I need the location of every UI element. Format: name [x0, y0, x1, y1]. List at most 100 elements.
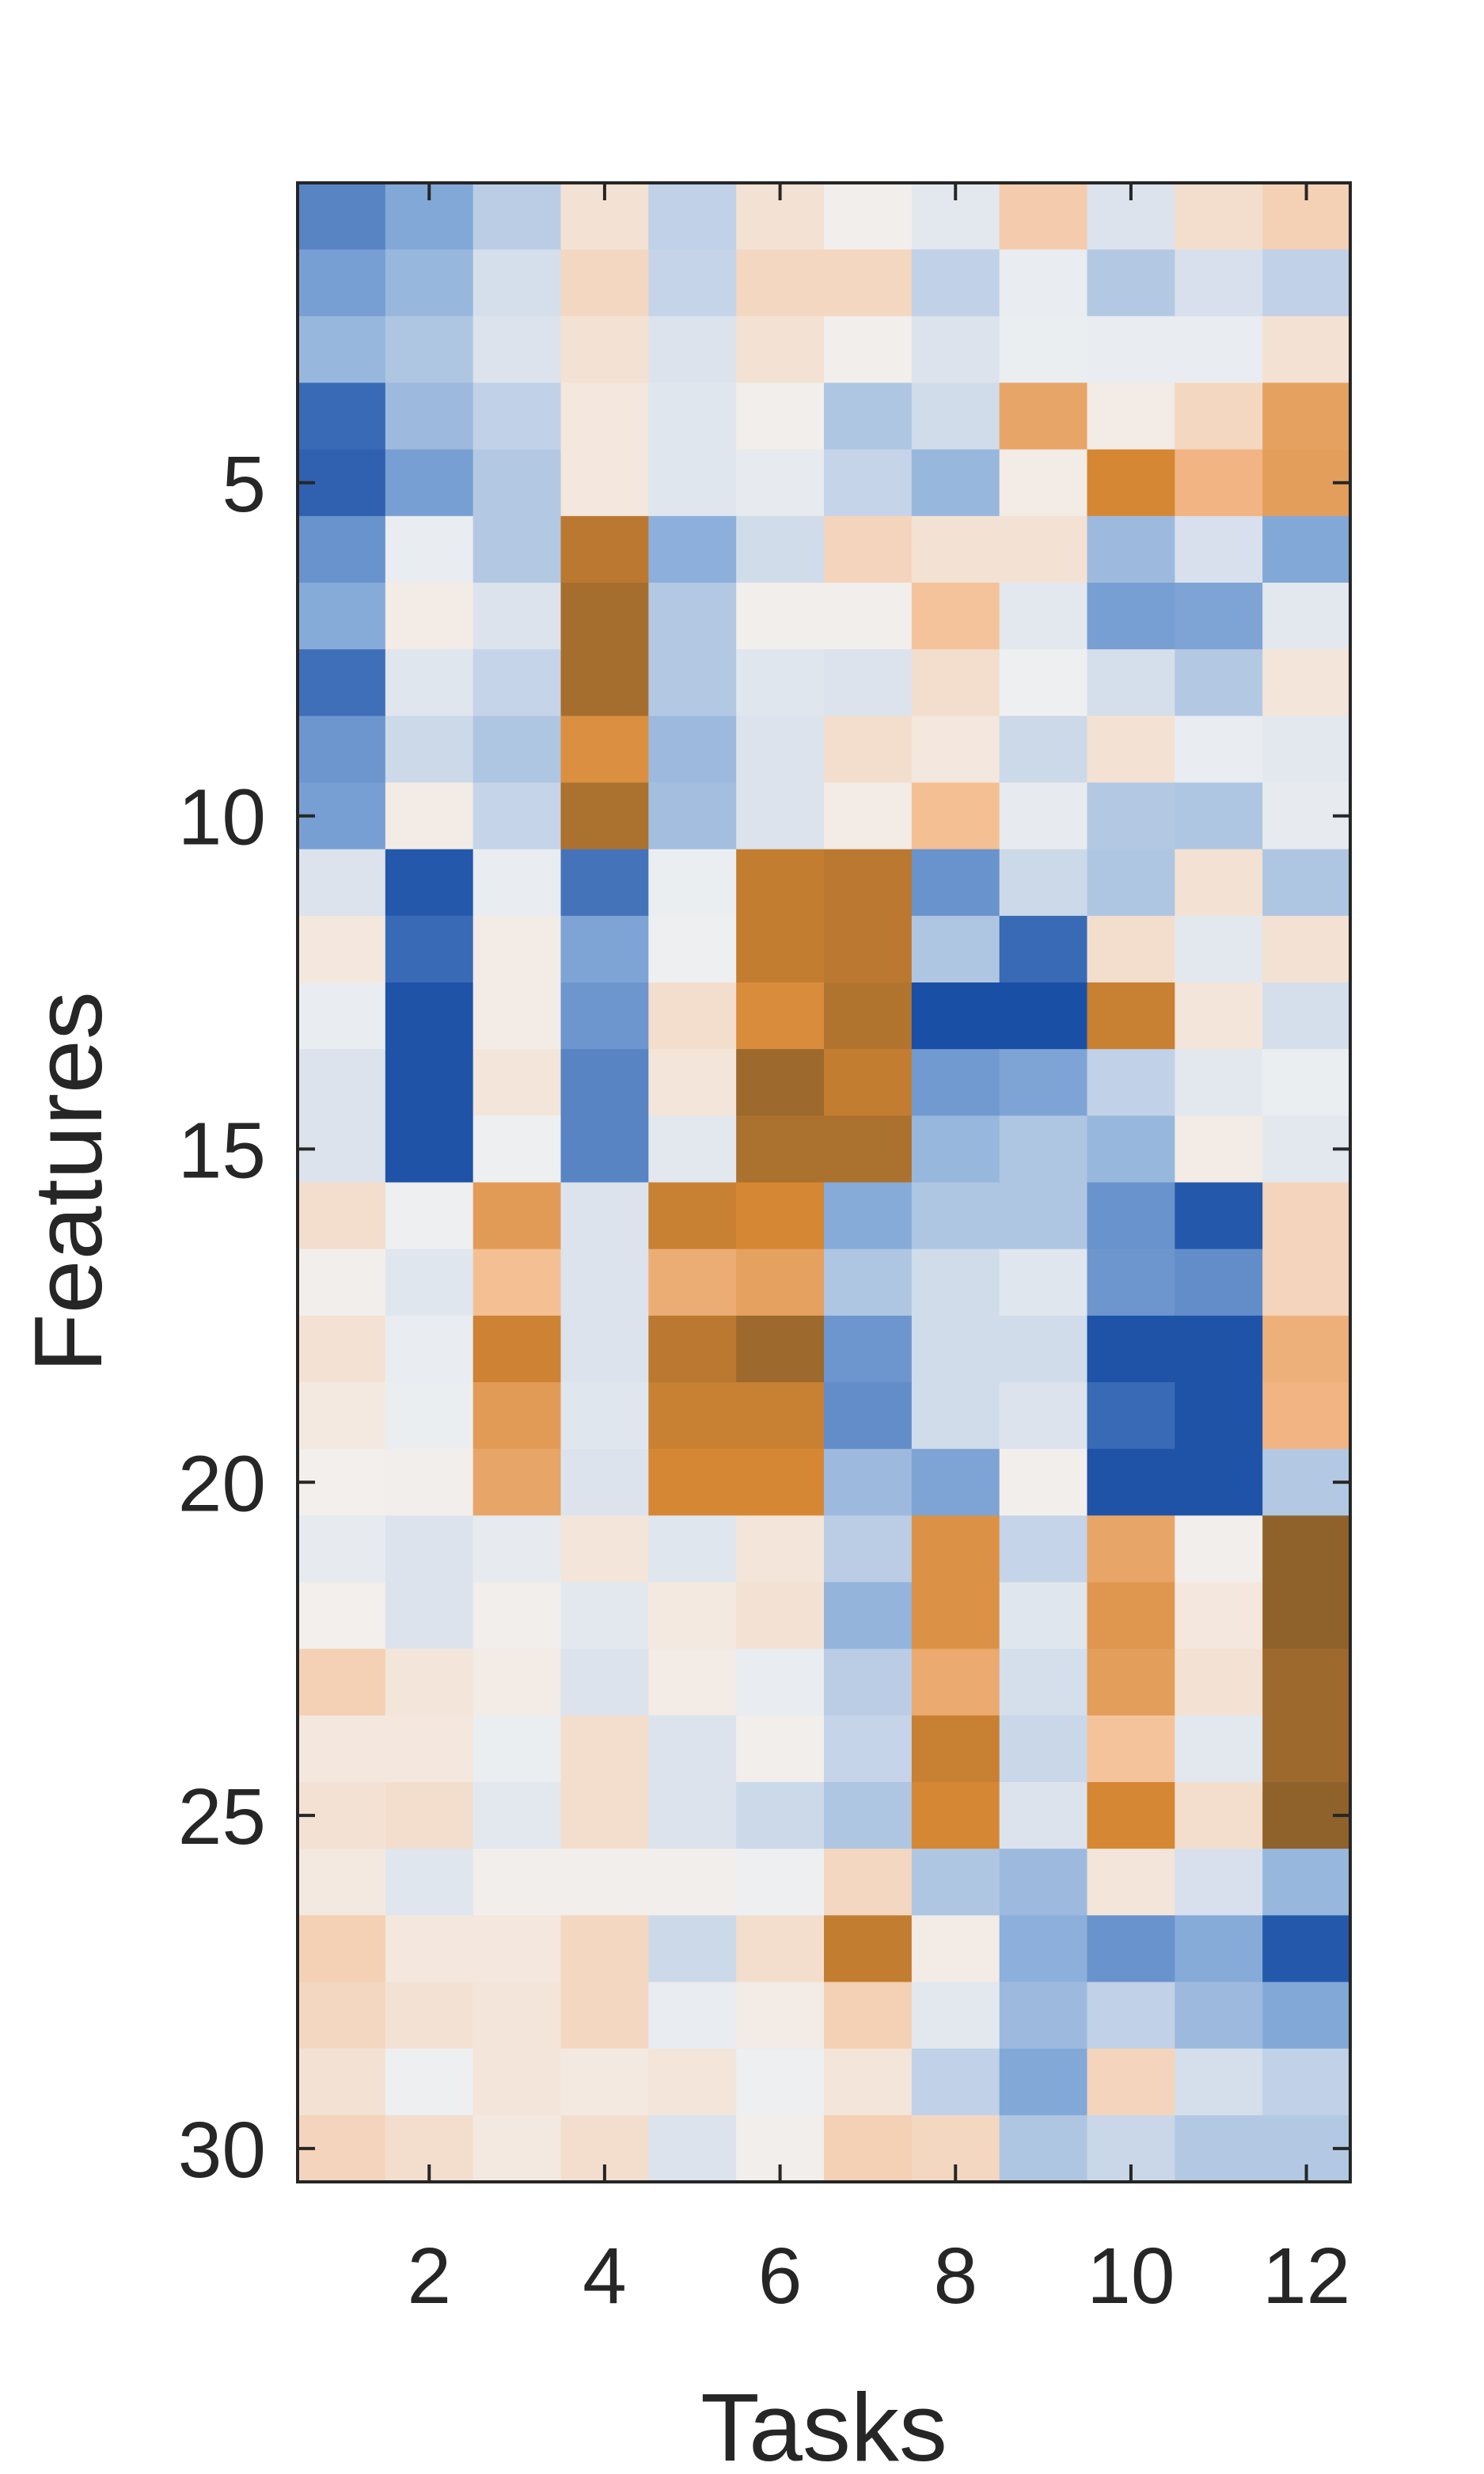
heatmap-cell-f21-t4 — [560, 1515, 649, 1583]
heatmap-cell-f24-t9 — [999, 1715, 1088, 1783]
heatmap-cell-f1-t9 — [999, 183, 1088, 250]
heatmap-cell-f5-t4 — [560, 449, 649, 517]
heatmap-cell-f29-t4 — [560, 2048, 649, 2116]
heatmap-cell-f14-t8 — [911, 1049, 1000, 1116]
heatmap-cell-f6-t11 — [1175, 515, 1263, 583]
heatmap-cell-f5-t10 — [1087, 449, 1175, 517]
heatmap-cell-f10-t5 — [648, 782, 737, 850]
heatmap-cell-f27-t5 — [648, 1915, 737, 1983]
heatmap-cell-f24-t4 — [560, 1715, 649, 1783]
heatmap-cell-f4-t2 — [385, 382, 474, 450]
heatmap-cell-f20-t4 — [560, 1449, 649, 1516]
heatmap-cell-f22-t9 — [999, 1582, 1088, 1650]
heatmap-cell-f30-t7 — [824, 2115, 913, 2183]
heatmap-cell-f13-t11 — [1175, 982, 1263, 1050]
heatmap-cell-f7-t4 — [560, 583, 649, 650]
heatmap-cell-f14-t3 — [473, 1049, 562, 1116]
heatmap-cells — [298, 183, 1351, 2183]
heatmap-cell-f30-t9 — [999, 2115, 1088, 2183]
heatmap-cell-f29-t9 — [999, 2048, 1088, 2116]
heatmap-cell-f2-t1 — [298, 249, 386, 317]
heatmap-cell-f18-t11 — [1175, 1315, 1263, 1383]
heatmap-cell-f7-t1 — [298, 583, 386, 650]
heatmap-cell-f23-t4 — [560, 1648, 649, 1716]
heatmap-cell-f18-t8 — [911, 1315, 1000, 1383]
heatmap-cell-f14-t2 — [385, 1049, 474, 1116]
heatmap-cell-f30-t5 — [648, 2115, 737, 2183]
heatmap-cell-f29-t2 — [385, 2048, 474, 2116]
heatmap-cell-f14-t4 — [560, 1049, 649, 1116]
heatmap-cell-f28-t5 — [648, 1982, 737, 2050]
heatmap-cell-f4-t10 — [1087, 382, 1175, 450]
heatmap-cell-f30-t3 — [473, 2115, 562, 2183]
heatmap-cell-f22-t4 — [560, 1582, 649, 1650]
heatmap-cell-f1-t1 — [298, 183, 386, 250]
heatmap-cell-f22-t11 — [1175, 1582, 1263, 1650]
heatmap-cell-f7-t3 — [473, 583, 562, 650]
heatmap-cell-f10-t3 — [473, 782, 562, 850]
heatmap-cell-f5-t7 — [824, 449, 913, 517]
heatmap-cell-f11-t3 — [473, 849, 562, 917]
heatmap-cell-f6-t5 — [648, 515, 737, 583]
heatmap-cell-f24-t8 — [911, 1715, 1000, 1783]
heatmap-cell-f28-t1 — [298, 1982, 386, 2050]
heatmap-cell-f19-t2 — [385, 1382, 474, 1450]
heatmap-cell-f12-t4 — [560, 915, 649, 983]
heatmap-cell-f18-t10 — [1087, 1315, 1175, 1383]
heatmap-cell-f16-t7 — [824, 1182, 913, 1250]
heatmap-cell-f27-t9 — [999, 1915, 1088, 1983]
heatmap-cell-f18-t5 — [648, 1315, 737, 1383]
heatmap-cell-f23-t2 — [385, 1648, 474, 1716]
heatmap-cell-f10-t11 — [1175, 782, 1263, 850]
heatmap-cell-f17-t12 — [1262, 1248, 1351, 1317]
heatmap-cell-f28-t10 — [1087, 1982, 1175, 2050]
heatmap-cell-f22-t2 — [385, 1582, 474, 1650]
heatmap-cell-f19-t8 — [911, 1382, 1000, 1450]
heatmap-cell-f20-t5 — [648, 1449, 737, 1516]
heatmap-cell-f2-t10 — [1087, 249, 1175, 317]
heatmap-cell-f3-t10 — [1087, 316, 1175, 384]
heatmap-cell-f23-t10 — [1087, 1648, 1175, 1716]
heatmap-cell-f4-t8 — [911, 382, 1000, 450]
heatmap-cell-f18-t12 — [1262, 1315, 1351, 1383]
heatmap-cell-f3-t4 — [560, 316, 649, 384]
heatmap-cell-f8-t3 — [473, 649, 562, 716]
heatmap-cell-f5-t8 — [911, 449, 1000, 517]
heatmap-cell-f11-t10 — [1087, 849, 1175, 917]
y-tick-label-25: 25 — [178, 1773, 266, 1861]
heatmap-cell-f28-t8 — [911, 1982, 1000, 2050]
heatmap-cell-f17-t5 — [648, 1248, 737, 1317]
heatmap-cell-f20-t9 — [999, 1449, 1088, 1516]
heatmap-cell-f19-t7 — [824, 1382, 913, 1450]
heatmap-cell-f28-t12 — [1262, 1982, 1351, 2050]
heatmap-cell-f29-t10 — [1087, 2048, 1175, 2116]
heatmap-cell-f7-t7 — [824, 583, 913, 650]
heatmap-cell-f1-t3 — [473, 183, 562, 250]
heatmap-cell-f21-t1 — [298, 1515, 386, 1583]
heatmap-cell-f19-t6 — [736, 1382, 825, 1450]
heatmap-cell-f23-t9 — [999, 1648, 1088, 1716]
y-tick-label-10: 10 — [178, 773, 266, 862]
heatmap-cell-f7-t9 — [999, 583, 1088, 650]
heatmap-cell-f16-t3 — [473, 1182, 562, 1250]
heatmap-cell-f18-t7 — [824, 1315, 913, 1383]
heatmap-cell-f13-t7 — [824, 982, 913, 1050]
heatmap-cell-f12-t6 — [736, 915, 825, 983]
heatmap-cell-f26-t7 — [824, 1849, 913, 1916]
heatmap-cell-f12-t1 — [298, 915, 386, 983]
heatmap-cell-f4-t6 — [736, 382, 825, 450]
heatmap-cell-f9-t9 — [999, 716, 1088, 784]
heatmap-cell-f19-t12 — [1262, 1382, 1351, 1450]
heatmap-cell-f12-t5 — [648, 915, 737, 983]
heatmap-cell-f12-t2 — [385, 915, 474, 983]
heatmap-cell-f23-t12 — [1262, 1648, 1351, 1716]
heatmap-cell-f1-t11 — [1175, 183, 1263, 250]
heatmap-cell-f5-t5 — [648, 449, 737, 517]
heatmap-cell-f15-t3 — [473, 1115, 562, 1184]
heatmap-cell-f24-t2 — [385, 1715, 474, 1783]
heatmap-cell-f6-t8 — [911, 515, 1000, 583]
heatmap-cell-f13-t8 — [911, 982, 1000, 1050]
heatmap-cell-f15-t8 — [911, 1115, 1000, 1184]
heatmap-cell-f25-t10 — [1087, 1782, 1175, 1849]
heatmap-cell-f27-t12 — [1262, 1915, 1351, 1983]
